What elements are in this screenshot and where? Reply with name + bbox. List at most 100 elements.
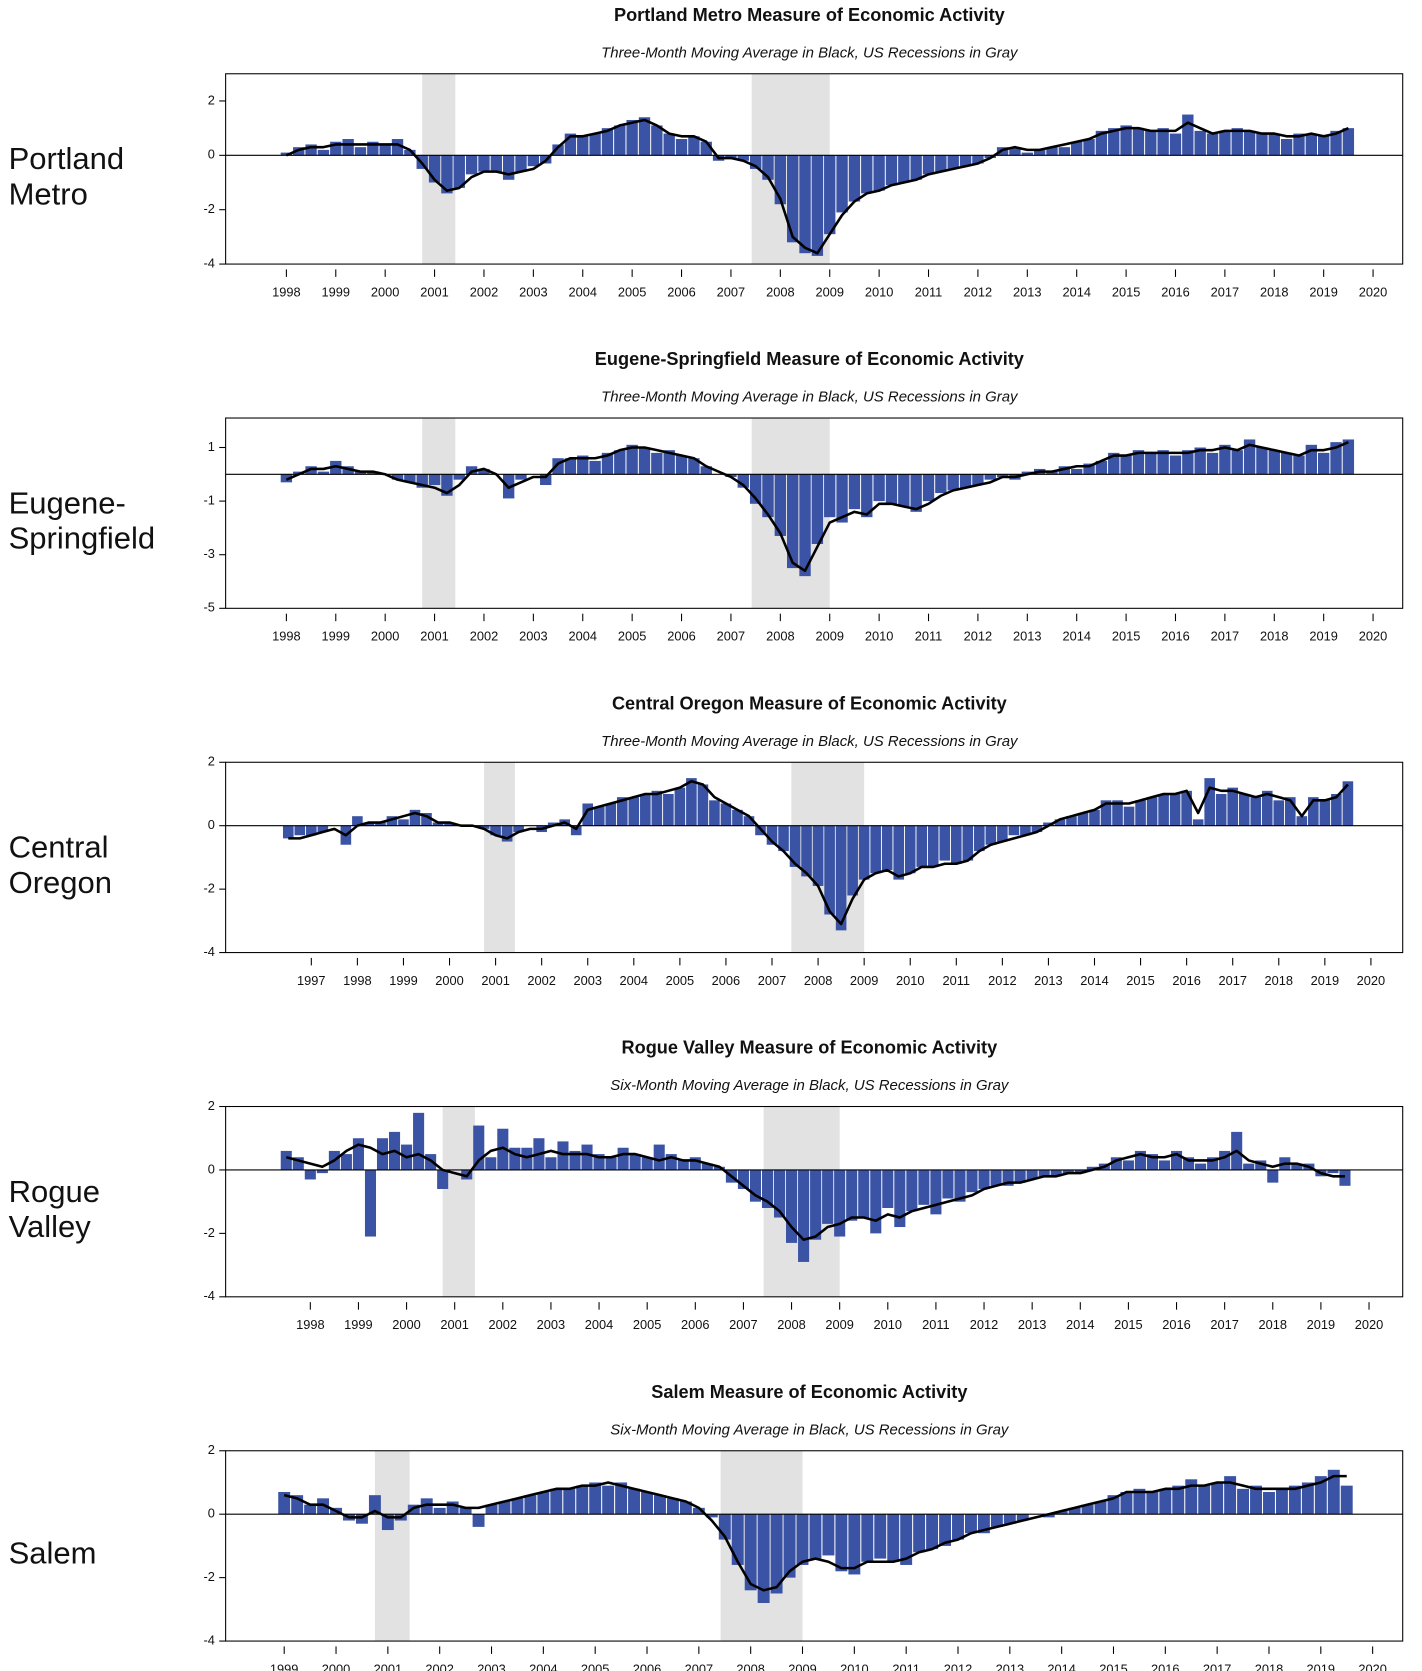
bar [465,155,478,175]
bar [822,1514,835,1556]
bar [1134,1150,1146,1170]
bar [1288,1485,1301,1515]
bar [675,455,688,475]
panel-subtitle: Three-Month Moving Average in Black, US … [601,733,1019,750]
bar [1043,822,1054,826]
bar [720,803,732,826]
bar [485,1157,497,1170]
x-tick-label: 2009 [850,973,879,988]
bar [615,1482,628,1515]
x-tick-label: 2014 [1062,284,1091,299]
bar [1020,825,1031,836]
bar [1077,813,1089,826]
bar [959,155,972,167]
x-tick-label: 2002 [470,284,499,299]
bar [700,141,712,156]
bar [628,1488,641,1515]
bar [582,803,594,826]
bar [1110,1157,1122,1170]
bar [1256,133,1268,156]
bar [367,141,379,156]
region-label: Portland [9,141,124,176]
y-tick-label: -3 [204,546,215,561]
bar [997,825,1008,842]
region-label: Springfield [9,521,155,556]
bar [1211,1482,1224,1515]
x-tick-label: 2017 [1210,1317,1239,1332]
x-tick-label: 2008 [736,1661,765,1671]
bar [453,474,465,480]
bar [1219,444,1231,475]
y-tick-label: -4 [204,944,215,959]
bar [978,1169,990,1189]
bar [861,474,873,518]
bar [641,1491,653,1515]
plot-frame [225,73,1404,265]
bar [935,155,947,172]
bar [939,825,951,861]
y-tick-label: 0 [208,147,215,162]
bar [927,825,939,867]
bar [398,819,409,826]
bar [835,825,847,931]
bar [847,825,858,896]
bar [1159,1488,1172,1515]
x-tick-label: 2016 [1161,284,1190,299]
y-tick-label: 2 [208,92,215,107]
bar [416,474,428,488]
bar [1083,139,1095,156]
bar [952,1514,964,1540]
bar [1021,152,1033,156]
bar [653,1144,665,1170]
bar [990,1169,1002,1186]
x-tick-label: 2007 [717,284,746,299]
bar [651,125,663,156]
panel-title: Central Oregon Measure of Economic Activ… [612,693,1007,713]
bar [1250,797,1262,826]
bar [1002,1169,1014,1186]
bar [1263,1491,1275,1515]
panel-title: Eugene-Springfield Measure of Economic A… [595,349,1024,369]
x-tick-label: 2006 [667,629,696,644]
bar [601,128,614,156]
y-tick-label: -4 [204,255,215,270]
x-tick-label: 2017 [1203,1661,1232,1671]
bar [950,825,962,864]
x-tick-label: 2002 [425,1661,454,1671]
bar [433,1507,446,1515]
bar [545,1157,557,1170]
x-tick-label: 2011 [915,284,943,299]
bar [1062,1169,1074,1174]
bar [364,1169,377,1237]
bar [824,825,835,915]
x-tick-label: 2008 [766,284,795,299]
bar [1120,455,1132,475]
bar [766,825,778,845]
x-tick-label: 2010 [865,629,894,644]
bar [306,825,317,836]
bar [1224,1476,1237,1515]
y-tick-label: 0 [208,1506,215,1521]
bar [689,1157,701,1170]
x-tick-label: 2002 [470,629,499,644]
bar [1261,790,1273,826]
bar [1095,130,1108,156]
bar [1038,1169,1050,1177]
bar [761,1169,774,1209]
bar [665,1154,677,1170]
x-tick-label: 2020 [1359,629,1388,644]
bar [947,155,959,169]
bar [1074,1169,1086,1174]
bar [1301,1482,1314,1515]
bar [1238,793,1250,826]
bar [1305,133,1318,156]
x-tick-label: 2003 [477,1661,506,1671]
bar [1280,452,1293,475]
bar [1132,450,1145,475]
bar [835,1514,848,1572]
bar [686,778,697,826]
bar [478,825,490,829]
bar [386,816,398,826]
x-tick-label: 2011 [915,629,943,644]
